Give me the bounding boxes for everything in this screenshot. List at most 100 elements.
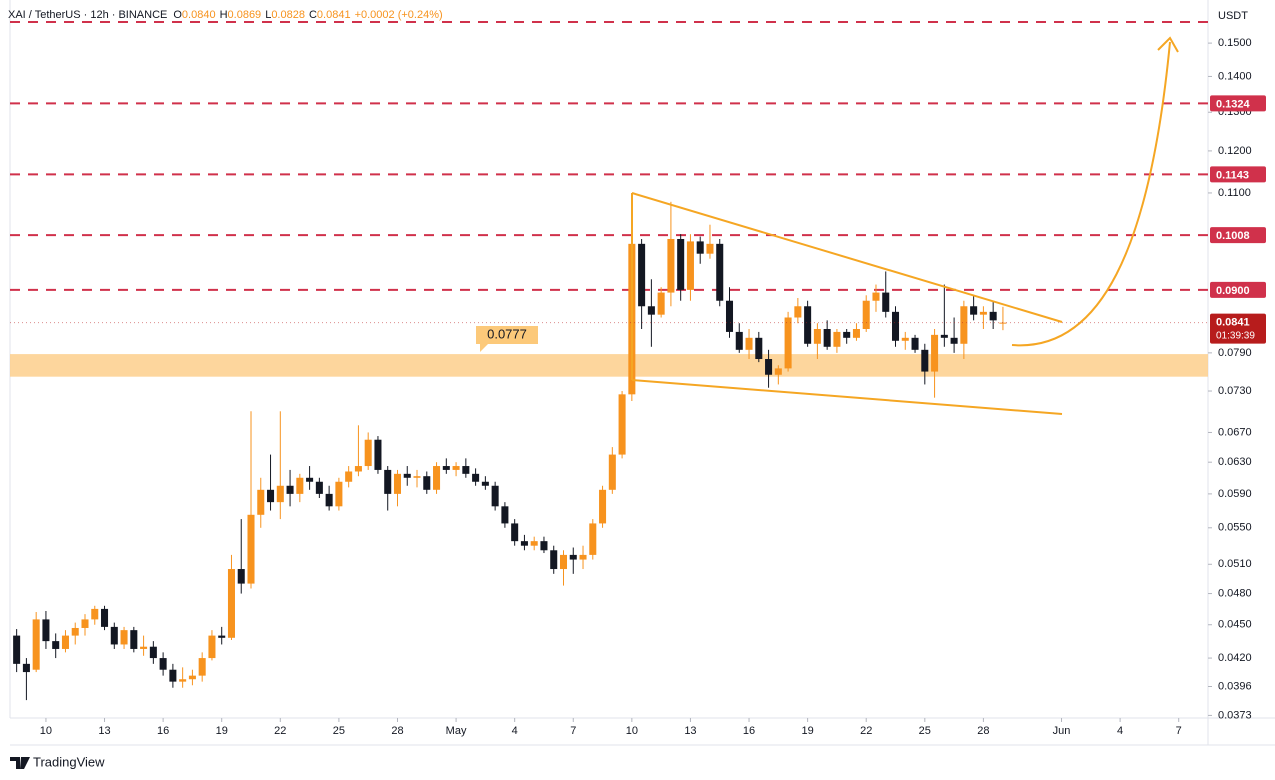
candle-body — [852, 329, 860, 338]
candle-body — [237, 569, 245, 584]
candle-body — [530, 541, 538, 546]
candle-body — [765, 359, 773, 375]
x-tick-label: 22 — [860, 725, 872, 737]
candle-body — [550, 550, 558, 570]
candle-body — [960, 306, 968, 344]
y-tick-label: 0.1100 — [1218, 187, 1251, 199]
candle-body — [833, 331, 841, 347]
ohlc-value: 0.0869 — [228, 9, 262, 21]
candle-body — [823, 329, 831, 347]
candle-body — [569, 554, 577, 560]
y-tick-label: 0.0420 — [1218, 652, 1252, 664]
candle-body — [481, 481, 489, 486]
y-tick-label: 0.0790 — [1218, 347, 1252, 359]
candle-body — [335, 481, 343, 507]
axis-unit: USDT — [1218, 10, 1248, 22]
support-zone — [10, 354, 1208, 377]
change: +0.0002 (+0.24%) — [355, 9, 443, 21]
candle-body — [61, 635, 69, 649]
x-tick-label: 19 — [216, 725, 228, 737]
candle-body — [120, 630, 128, 645]
x-tick-label: 28 — [391, 725, 403, 737]
ohlc-key: L — [265, 9, 271, 21]
level-layer — [10, 102, 1208, 291]
candle-body — [872, 292, 880, 301]
candle-body — [462, 466, 470, 474]
x-tick-label: 4 — [512, 725, 518, 737]
y-tick-label: 0.0630 — [1218, 456, 1252, 468]
arrow-head — [1157, 36, 1179, 53]
candle-body — [32, 619, 40, 670]
y-tick-label: 0.0730 — [1218, 385, 1252, 397]
x-tick-label: Jun — [1053, 725, 1071, 737]
x-tick-label: 25 — [919, 725, 931, 737]
candle-body — [804, 306, 812, 344]
candle-body — [413, 476, 421, 478]
candle-body — [599, 489, 607, 524]
y-tick-label: 0.0373 — [1218, 709, 1252, 721]
candle-body — [198, 658, 206, 676]
candle-body — [979, 311, 987, 315]
y-tick-label: 0.1500 — [1218, 37, 1252, 49]
candle-body — [882, 292, 890, 312]
ohlc-key: H — [220, 9, 228, 21]
y-tick-label: 0.0550 — [1218, 522, 1252, 534]
candle-body — [657, 292, 665, 315]
candle-body — [677, 238, 685, 290]
y-tick-label: 0.0450 — [1218, 619, 1252, 631]
x-tick-label: 22 — [274, 725, 286, 737]
y-tick-label: 0.1200 — [1218, 145, 1252, 157]
candle-body — [188, 675, 196, 680]
level-tag — [1210, 281, 1266, 298]
candle-body — [843, 331, 851, 338]
trend-line — [631, 379, 1063, 415]
candle-body — [716, 243, 724, 301]
candle-body — [989, 311, 997, 321]
x-tick-label: 13 — [98, 725, 110, 737]
x-tick-label: May — [446, 725, 467, 737]
candle-body — [296, 477, 304, 494]
zone-label: 0.0777 — [476, 326, 538, 352]
candle-body — [491, 485, 499, 507]
logo-icon — [10, 757, 30, 769]
level-tag-text: 0.1008 — [1216, 230, 1250, 242]
candle-body — [940, 334, 948, 338]
candle-body — [159, 658, 167, 670]
candle-body — [911, 337, 919, 350]
candle-body — [608, 454, 616, 490]
candle-body — [91, 608, 99, 620]
candle-body — [267, 489, 275, 503]
candle-body — [227, 569, 235, 638]
ohlc-key: C — [309, 9, 317, 21]
countdown-text: 01:39:39 — [1216, 330, 1255, 341]
x-tick-label: 10 — [40, 725, 52, 737]
candle-body — [501, 506, 509, 524]
candle-body — [179, 679, 187, 682]
brand-name: TradingView — [33, 754, 105, 769]
candle-body — [774, 368, 782, 375]
y-tick-label: 0.0670 — [1218, 426, 1252, 438]
ohlc-value: 0.0840 — [182, 9, 216, 21]
level-tag — [1210, 166, 1266, 183]
y-tick-label: 0.0480 — [1218, 587, 1252, 599]
level-tag — [1210, 227, 1266, 244]
candle-body — [931, 334, 939, 372]
candle-body — [638, 243, 646, 307]
candle-body — [315, 481, 323, 494]
last-price-tag — [1210, 313, 1266, 344]
y-tick-label: 0.1400 — [1218, 70, 1252, 82]
candle-body — [452, 466, 460, 470]
candle-body — [813, 329, 821, 344]
candle-body — [374, 439, 382, 470]
candle-body — [81, 619, 89, 628]
candle-body — [42, 619, 50, 642]
header: XAI / TetherUS · 12h · BINANCE O0.0840 H0.… — [8, 9, 443, 21]
candle-body — [794, 306, 802, 318]
x-tick-label: 25 — [333, 725, 345, 737]
candle-body — [520, 541, 528, 546]
candle-layer — [13, 201, 1007, 701]
candle-body — [735, 331, 743, 350]
candle-body — [325, 493, 333, 507]
candle-body — [950, 337, 958, 344]
